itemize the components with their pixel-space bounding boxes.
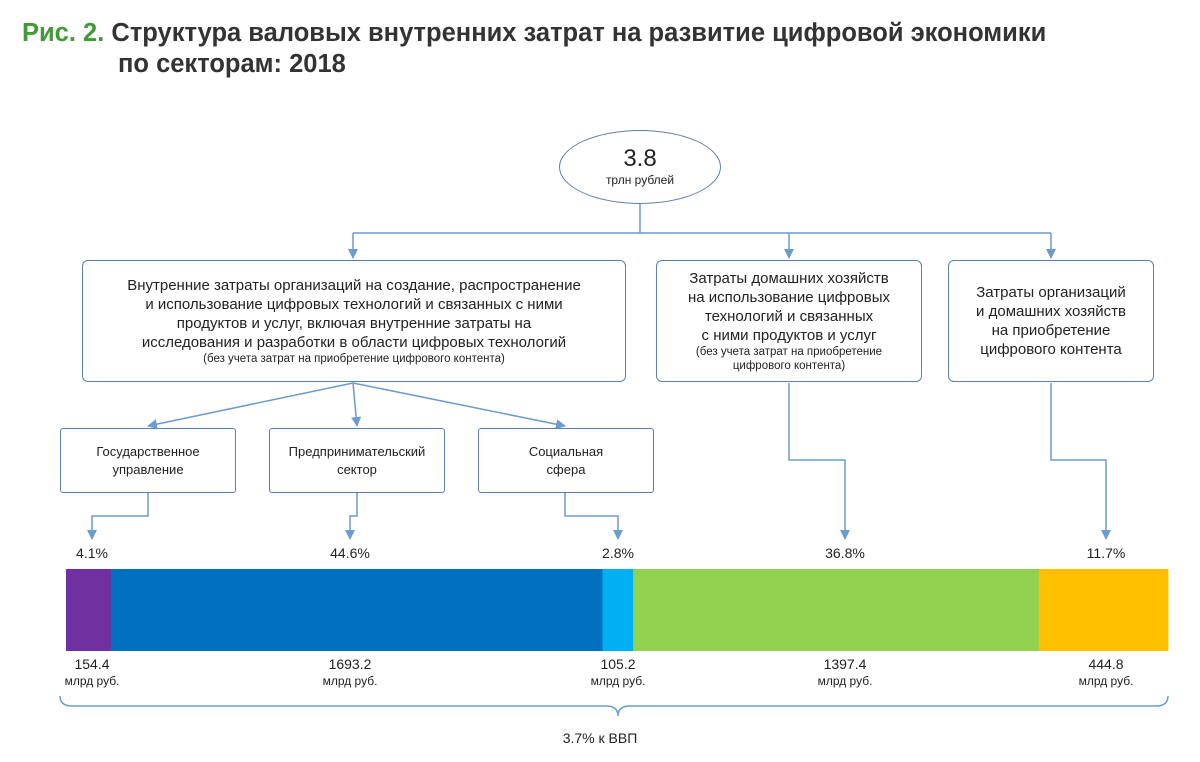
figure-title-line1: Структура валовых внутренних затрат на р… (111, 19, 1047, 47)
value-households-unit: млрд руб. (817, 674, 873, 688)
arrow-to-social (352, 382, 566, 430)
figure-number: Рис. 2. (22, 19, 105, 47)
household-line-4: с ними продуктов и услуг (701, 327, 877, 344)
percent-label-gov: 4.1% (76, 545, 108, 561)
value-label-business: 1693.2 млрд руб. (323, 655, 378, 689)
total-brace (59, 695, 1169, 717)
content-line-3: на приобретение (991, 322, 1111, 339)
percent-label-business: 44.6% (330, 545, 370, 561)
stacked-bar (66, 569, 1169, 651)
bar-segment-social (602, 569, 634, 651)
value-label-households: 1397.4 млрд руб. (818, 655, 873, 689)
bar-segment-content (1038, 569, 1169, 651)
value-label-gov: 154.4 млрд руб. (65, 655, 120, 689)
box-content-costs: Затраты организаций и домашних хозяйств … (948, 260, 1154, 382)
arrow-social-to-bar (564, 493, 623, 540)
total-value: 3.8 (623, 145, 657, 172)
internal-line-4: исследования и разработки в области цифр… (141, 334, 567, 351)
box-internal-costs: Внутренние затраты организаций на создан… (82, 260, 626, 382)
household-line-3: технологий и связанных (704, 308, 874, 325)
social-line-2: сфера (546, 461, 586, 477)
social-line-1: Социальная (528, 443, 604, 459)
household-note-1: (без учета затрат на приобретение (695, 346, 883, 358)
arrow-business-to-bar (345, 493, 358, 540)
value-label-content: 444.8 млрд руб. (1079, 655, 1134, 689)
household-line-1: Затраты домашних хозяйств (689, 270, 889, 287)
business-line-1: Предпринимательский (288, 443, 426, 459)
gdp-share-label: 3.7% к ВВП (562, 730, 638, 746)
connectors (59, 204, 1169, 717)
content-line-2: и домашних хозяйств (976, 303, 1126, 320)
figure-title-line2: по секторам: 2018 (118, 50, 346, 78)
value-households-number: 1397.4 (823, 656, 867, 672)
gov-line-2: управление (112, 461, 184, 477)
arrow-to-gov (147, 382, 354, 430)
content-line-4: цифрового контента (980, 341, 1122, 358)
arrow-households-to-bar (788, 383, 850, 540)
internal-note: (без учета затрат на приобретение цифров… (203, 353, 505, 365)
bar-segment-business (110, 569, 603, 651)
value-social-number: 105.2 (600, 656, 636, 672)
value-business-number: 1693.2 (328, 656, 372, 672)
value-social-unit: млрд руб. (590, 674, 646, 688)
box-government-sector: Государственное управление (60, 428, 236, 493)
arrow-gov-to-bar (87, 493, 149, 540)
percent-label-households: 36.8% (825, 545, 865, 561)
business-line-2: сектор (337, 461, 377, 477)
value-content-number: 444.8 (1088, 656, 1124, 672)
value-content-unit: млрд руб. (1078, 674, 1134, 688)
arrow-content-to-bar (1050, 383, 1111, 540)
value-label-social: 105.2 млрд руб. (591, 655, 646, 689)
box-household-costs: Затраты домашних хозяйств на использован… (656, 260, 922, 382)
box-social-sector: Социальная сфера (478, 428, 654, 493)
content-line-1: Затраты организаций (976, 284, 1126, 301)
internal-line-3: продуктов и услуг, включая внутренние за… (176, 315, 532, 332)
household-line-2: на использование цифровых (688, 289, 890, 306)
percent-label-social: 2.8% (602, 545, 634, 561)
value-business-unit: млрд руб. (322, 674, 378, 688)
value-gov-number: 154.4 (74, 656, 110, 672)
total-unit: трлн рублей (605, 173, 675, 187)
internal-line-1: Внутренние затраты организаций на создан… (127, 277, 581, 294)
value-gov-unit: млрд руб. (64, 674, 120, 688)
box-business-sector: Предпринимательский сектор (269, 428, 445, 493)
gov-line-1: Государственное (96, 443, 200, 459)
bar-segment-households (633, 569, 1040, 651)
figure-title: Рис. 2. Структура валовых внутренних зат… (22, 18, 1182, 80)
household-note-2: цифрового контента) (732, 360, 846, 372)
internal-line-2: и использование цифровых технологий и св… (145, 296, 563, 313)
total-ellipse: 3.8 трлн рублей (559, 130, 721, 204)
bar-segment-gov (66, 569, 112, 651)
arrow-to-business (351, 382, 362, 427)
percent-label-content: 11.7% (1086, 545, 1126, 561)
